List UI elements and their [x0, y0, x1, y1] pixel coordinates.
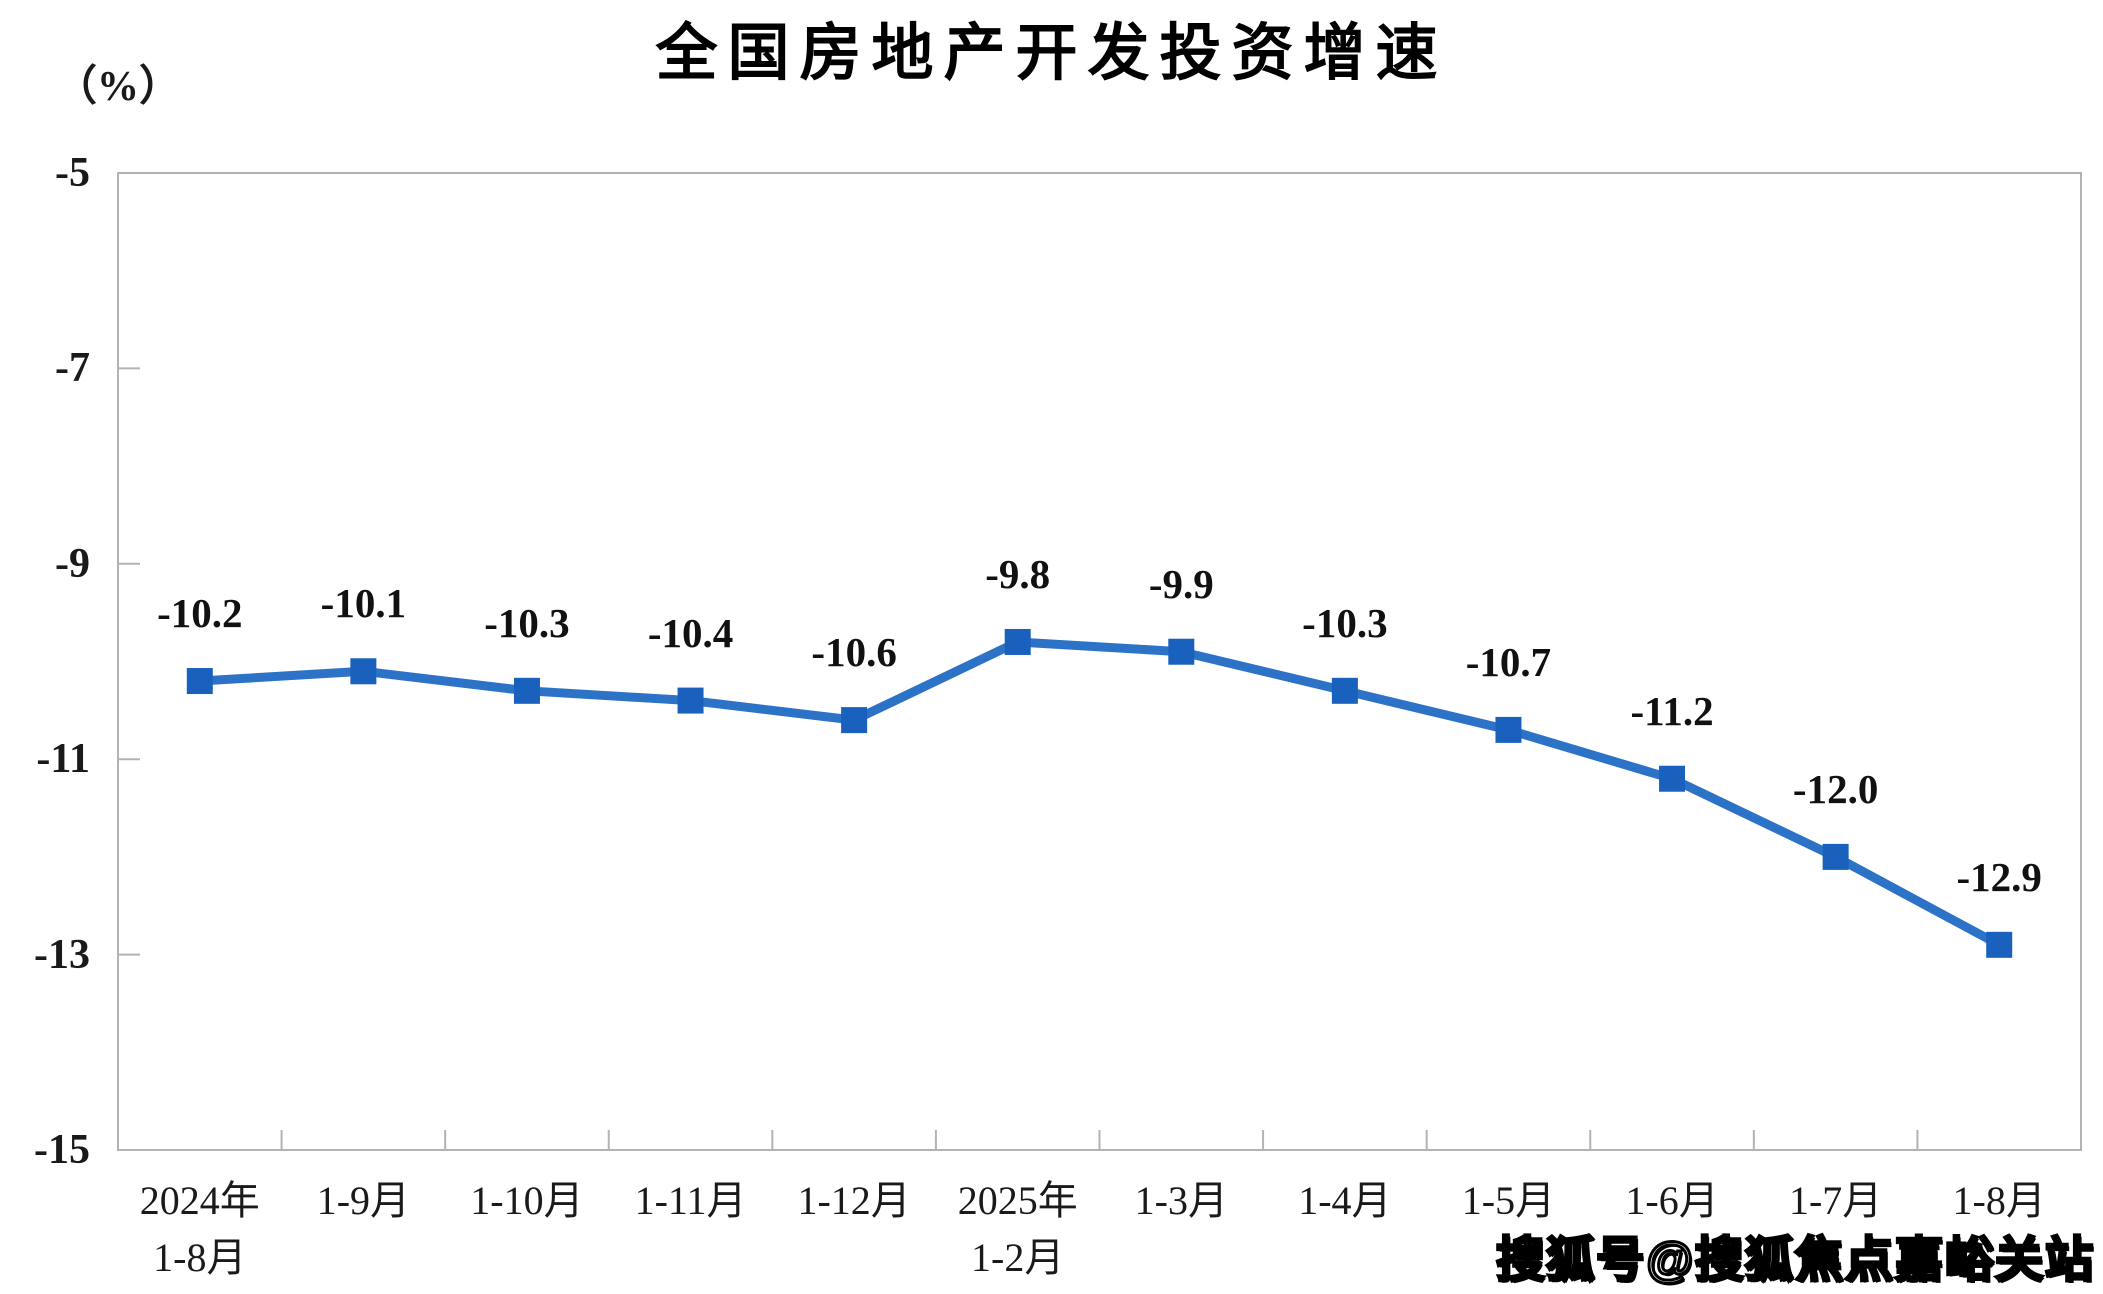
y-tick-label: -11: [36, 736, 90, 783]
chart-title: 全国房地产开发投资增速: [655, 19, 1448, 88]
data-point-marker: [186, 668, 213, 695]
x-axis-label: 1-10月: [470, 1178, 584, 1223]
data-point-marker: [677, 687, 704, 714]
data-point-label: -10.3: [484, 599, 570, 646]
x-axis-label: 1-11月: [634, 1178, 747, 1223]
data-point-marker: [1168, 638, 1195, 665]
data-point-marker: [1659, 765, 1686, 792]
y-tick-label: -9: [55, 540, 90, 587]
data-point-label: -10.2: [157, 590, 243, 637]
x-axis-label: 1-7月: [1788, 1178, 1883, 1223]
data-point-label: -10.4: [647, 609, 734, 656]
data-point-label: -9.8: [985, 550, 1051, 597]
trend-line: [195, 637, 2004, 950]
data-point-label: -11.2: [1630, 687, 1714, 734]
data-point-marker: [350, 658, 377, 685]
x-axis-label: 1-3月: [1134, 1178, 1228, 1223]
x-axis-label: 1-5月: [1461, 1178, 1556, 1223]
x-axis-label: 1-4月: [1298, 1178, 1392, 1223]
data-point-label: -12.9: [1956, 853, 2042, 900]
data-point-marker: [1822, 843, 1849, 870]
data-point-label: -10.3: [1302, 599, 1388, 646]
x-axis-label: 2024年 1-8月: [139, 1178, 260, 1280]
x-axis-label: 2025年 1-2月: [957, 1178, 1078, 1280]
data-point-marker: [1004, 628, 1031, 655]
x-axis-label: 1-6月: [1625, 1178, 1719, 1223]
data-point-label: -12.0: [1792, 765, 1879, 812]
y-tick-label: -5: [55, 150, 90, 196]
plot-border: [117, 172, 2082, 1151]
watermark: 搜狐号@搜狐焦点嘉峪关站: [1495, 1233, 2095, 1289]
data-point-label: -10.1: [320, 580, 407, 627]
y-tick-label: -13: [34, 931, 90, 978]
data-point-label: -10.7: [1465, 638, 1552, 685]
y-tick-label: -15: [34, 1127, 90, 1173]
data-point-label: -9.9: [1148, 560, 1214, 607]
y-axis-unit-label: （%）: [55, 64, 182, 110]
x-axis-label: 1-12月: [797, 1178, 911, 1223]
data-point-marker: [1331, 677, 1358, 704]
data-point-marker: [841, 707, 868, 734]
x-axis-label: 1-8月: [1952, 1178, 2046, 1223]
y-tick-label: -7: [55, 345, 90, 392]
x-axis-label: 1-9月: [316, 1178, 411, 1223]
data-point-marker: [513, 677, 540, 704]
data-point-label: -10.6: [811, 629, 897, 676]
data-point-marker: [1495, 716, 1522, 743]
data-point-marker: [1986, 931, 2013, 958]
